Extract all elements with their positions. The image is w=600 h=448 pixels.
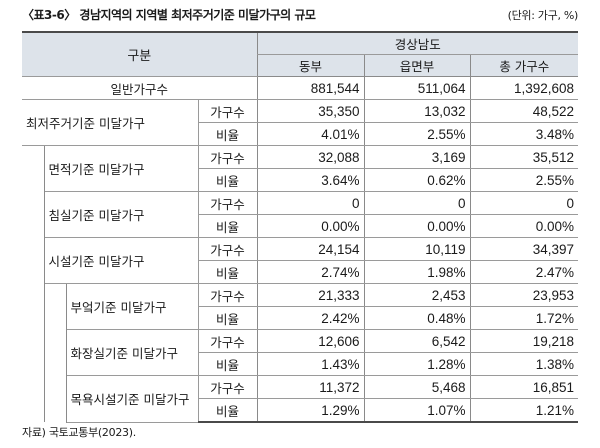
cell: 2.42% (256, 306, 365, 330)
cell: 23,953 (469, 283, 579, 307)
cell: 0 (469, 191, 579, 215)
cell: 0 (363, 191, 471, 215)
source-note: 자료) 국토교통부(2023). (22, 426, 136, 439)
table-row: 비율 3.64% 0.62% 2.55% (22, 168, 579, 192)
cell: 10,119 (363, 237, 471, 261)
cell: 1.28% (363, 352, 471, 376)
cell: 0.00% (256, 214, 365, 238)
cell: 2,453 (363, 283, 471, 307)
cell: 21,333 (256, 283, 365, 307)
table-row: 부엌기준 미달가구 가구수 21,333 2,453 23,953 (22, 283, 579, 422)
cell: 1.07% (363, 398, 471, 423)
cell: 35,350 (256, 99, 365, 123)
row-label: 부엌기준 미달가구 (66, 283, 198, 330)
cell: 32,088 (256, 145, 365, 169)
cell: 1.38% (469, 352, 579, 376)
indent-level-1 (22, 145, 45, 422)
sub-label: 가구수 (197, 99, 258, 123)
table-row: 화장실기준 미달가구 가구수 12,606 6,542 19,218 (22, 329, 579, 376)
table-row: 비율 1.29% 1.07% 1.21% (22, 398, 579, 423)
cell: 5,468 (363, 375, 471, 399)
cell: 12,606 (256, 329, 365, 353)
header-col-dong: 동부 (256, 54, 365, 77)
row-label: 면적기준 미달가구 (44, 145, 198, 192)
cell: 19,218 (469, 329, 579, 353)
cell: 3.64% (256, 168, 365, 192)
sub-label: 비율 (197, 122, 258, 146)
table-row: 비율 0.00% 0.00% 0.00% (22, 214, 579, 238)
cell: 2.55% (363, 122, 471, 146)
cell: 0.00% (469, 214, 579, 238)
cell: 4.01% (256, 122, 365, 146)
sub-label: 가구수 (197, 191, 258, 215)
cell: 1,392,608 (469, 76, 579, 100)
sub-label: 비율 (197, 168, 258, 192)
row-label: 일반가구수 (22, 76, 258, 100)
sub-label: 비율 (197, 398, 258, 423)
cell: 16,851 (469, 375, 579, 399)
table-row: 비율 2.42% 0.48% 1.72% (22, 306, 579, 330)
cell: 2.47% (469, 260, 579, 284)
cell: 2.55% (469, 168, 579, 192)
header-col-eupmyeon: 읍면부 (363, 54, 471, 77)
sub-label: 가구수 (197, 375, 258, 399)
cell: 6,542 (363, 329, 471, 353)
table-row: 목욕시설기준 미달가구 가구수 11,372 5,468 16,851 (22, 375, 579, 423)
cell: 1.72% (469, 306, 579, 330)
cell: 3.48% (469, 122, 579, 146)
cell: 13,032 (363, 99, 471, 123)
row-label: 침실기준 미달가구 (44, 191, 198, 238)
cell: 0.00% (363, 214, 471, 238)
table-row: 침실기준 미달가구 가구수 0 0 0 (22, 191, 579, 238)
cell: 11,372 (256, 375, 365, 399)
cell: 1.21% (469, 398, 579, 423)
table-row: 시설기준 미달가구 가구수 24,154 10,119 34,397 (22, 237, 579, 284)
header-category: 구분 (22, 31, 258, 77)
table-title: 〈표3-6〉 경남지역의 지역별 최저주거기준 미달가구의 규모 (22, 8, 316, 22)
cell: 3,169 (363, 145, 471, 169)
sub-label: 가구수 (197, 283, 258, 307)
table-row: 비율 4.01% 2.55% 3.48% (22, 122, 579, 146)
cell: 511,064 (363, 76, 471, 100)
header-col-total: 총 가구수 (469, 54, 579, 77)
row-label: 화장실기준 미달가구 (66, 329, 198, 376)
cell: 24,154 (256, 237, 365, 261)
cell: 0.48% (363, 306, 471, 330)
sub-label: 비율 (197, 214, 258, 238)
data-table: 구분 경상남도 동부 읍면부 총 가구수 일반가구수 881,544 511,0… (22, 31, 579, 423)
row-label: 시설기준 미달가구 (44, 237, 198, 284)
sub-label: 비율 (197, 352, 258, 376)
table-row: 최저주거기준 미달가구 가구수 35,350 13,032 48,522 (22, 99, 579, 146)
cell: 34,397 (469, 237, 579, 261)
sub-label: 가구수 (197, 145, 258, 169)
indent-level-2 (44, 283, 67, 422)
cell: 0.62% (363, 168, 471, 192)
row-label: 최저주거기준 미달가구 (22, 99, 198, 146)
row-label: 목욕시설기준 미달가구 (66, 375, 198, 423)
cell: 0 (256, 191, 365, 215)
sub-label: 비율 (197, 306, 258, 330)
sub-label: 비율 (197, 260, 258, 284)
sub-label: 가구수 (197, 329, 258, 353)
cell: 1.29% (256, 398, 365, 423)
cell: 1.98% (363, 260, 471, 284)
cell: 35,512 (469, 145, 579, 169)
sub-label: 가구수 (197, 237, 258, 261)
table-row: 비율 1.43% 1.28% 1.38% (22, 352, 579, 376)
cell: 881,544 (256, 76, 365, 100)
unit-label: (단위: 가구, %) (507, 9, 579, 22)
cell: 2.74% (256, 260, 365, 284)
cell: 1.43% (256, 352, 365, 376)
table-row: 면적기준 미달가구 가구수 32,088 3,169 35,512 (22, 145, 579, 422)
header-region: 경상남도 (256, 31, 579, 55)
table-row-general: 일반가구수 881,544 511,064 1,392,608 (22, 76, 579, 100)
table-row: 비율 2.74% 1.98% 2.47% (22, 260, 579, 284)
cell: 48,522 (469, 99, 579, 123)
